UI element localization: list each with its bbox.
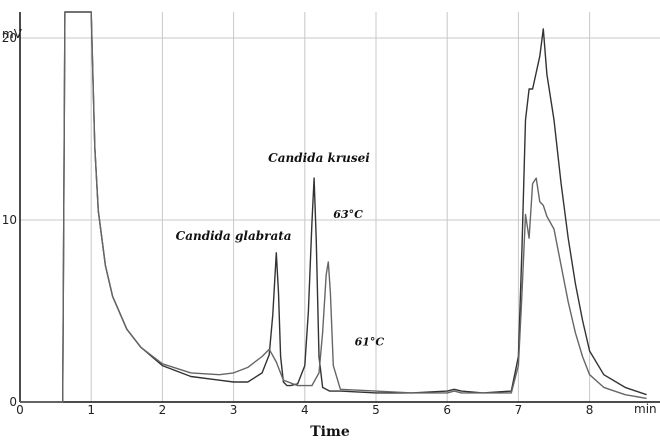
peak-annotation: 61°C (355, 336, 385, 349)
series-line-2 (20, 11, 647, 403)
x-axis-title: Time (310, 424, 350, 440)
peak-annotation: 63°C (333, 208, 363, 221)
peak-annotation: Candida krusei (268, 151, 370, 165)
ticks: 0 1 2 3 4 5 6 7 8 0 10 20 (2, 31, 594, 417)
x-tick-label: 1 (87, 403, 95, 417)
y-tick-label: 20 (2, 31, 17, 45)
x-tick-label: 7 (515, 403, 523, 417)
peak-annotation: Candida glabrata (176, 229, 292, 243)
y-tick-label: 10 (2, 213, 17, 227)
x-tick-label: 5 (372, 403, 380, 417)
x-tick-label: 0 (16, 403, 24, 417)
x-tick-label: 2 (159, 403, 167, 417)
x-axis-unit: min (634, 402, 657, 416)
x-tick-label: 8 (586, 403, 594, 417)
x-tick-label: 6 (443, 403, 451, 417)
x-tick-label: 3 (230, 403, 238, 417)
y-axis-unit: mV (2, 27, 23, 41)
x-tick-label: 4 (301, 403, 309, 417)
annotations: Candida krusei Candida glabrata 63°C 61°C (176, 151, 385, 349)
y-tick-label: 0 (9, 395, 17, 409)
series-line-1 (20, 11, 647, 403)
series-group (20, 11, 647, 403)
